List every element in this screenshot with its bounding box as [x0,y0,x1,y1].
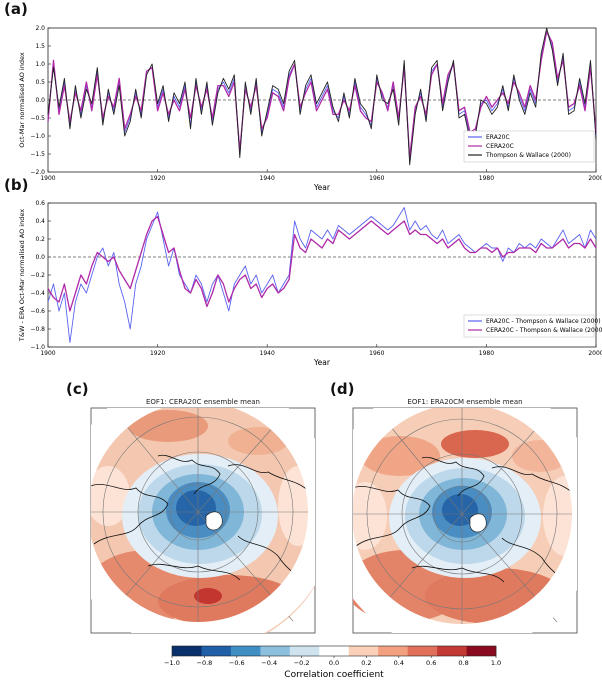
y-tick-label: 1.5 [35,43,45,50]
series-line [47,27,597,166]
y-tick-label: 2.0 [35,25,45,32]
x-tick-label: 2000 [588,175,602,182]
panel-label-a: (a) [4,0,28,18]
colorbar-segment [319,646,350,656]
y-tick-label: 0.4 [35,218,45,225]
y-tick-label: −1.0 [30,344,45,351]
y-tick-label: −2.0 [30,169,45,176]
colorbar-tick-label: 0.4 [394,659,404,667]
legend-label: ERA20C [486,134,510,141]
series-line [47,30,597,159]
y-tick-label: 1.0 [35,61,45,68]
y-tick-label: −1.0 [30,133,45,140]
y-tick-label: −0.5 [30,115,45,122]
colorbar-tick-label: 0.8 [458,659,468,667]
colorbar-segment [260,646,291,656]
x-tick-label: 1940 [260,175,275,182]
legend-label: CERA20C [486,143,514,150]
colorbar-tick-label: 0.2 [361,659,371,667]
colorbar-tick-label: 0.0 [329,659,339,667]
map-c: EOF1: CERA20C ensemble mean [90,398,316,634]
colorbar-label: Correlation coefficient [284,670,384,680]
x-tick-label: 1960 [369,175,384,182]
colorbar-tick-label: −0.4 [261,659,277,667]
map-c-field [91,408,315,633]
colorbar-tick-label: −1.0 [164,659,180,667]
x-tick-label: 1900 [40,350,55,357]
y-tick-label: −1.5 [30,151,45,158]
colorbar-segment [348,646,379,656]
series-line [47,207,597,343]
colorbar-segment [407,646,438,656]
y-tick-label: 0.6 [35,200,45,207]
legend-box [463,314,595,338]
y-tick-label: 0.0 [35,97,45,104]
colorbar-segment [201,646,232,656]
map-d-title: EOF1: ERA20CM ensemble mean [407,398,522,406]
colorbar-segment [172,646,202,656]
legend-box [463,130,595,163]
chart-a: −2.0 −1.5 −1.0 −0.5 0.0 0.5 1.0 1.5 2.0 1900 1920 1… [18,25,602,192]
map-d: EOF1: ERA20CM ensemble mean [352,398,578,634]
legend-label: CERA20C - Thompson & Wallace (2000) [486,327,602,334]
y-tick-label: 0.0 [35,254,45,261]
y-tick-label: −0.8 [30,326,45,333]
map-c-title: EOF1: CERA20C ensemble mean [146,398,260,406]
colorbar: −1.0 −0.8 −0.6 −0.4 −0.2 0.0 0.2 0.4 0.6 0.8 1.0 Co… [164,645,501,680]
colorbar-tick-label: 1.0 [491,659,501,667]
series-line [47,215,597,312]
y-tick-label: 0.2 [35,236,45,243]
map-d-greenland [469,513,487,533]
x-tick-label: 1920 [150,350,165,357]
colorbar-tick-label: 0.6 [426,659,436,667]
y-tick-label: −0.2 [30,272,45,279]
panel-label-b: (b) [4,176,29,194]
colorbar-segment [230,646,261,656]
panel-label-d: (d) [330,380,355,398]
colorbar-segment [378,646,408,656]
x-tick-label: 2000 [588,350,602,357]
x-axis-label: Year [313,183,331,192]
y-axis-label: T&W - ERA Oct-Mar normalised AO index [18,209,26,342]
x-tick-label: 1960 [369,350,384,357]
y-tick-label: −0.6 [30,308,45,315]
colorbar-tick-label: −0.8 [197,659,213,667]
colorbar-segment [289,646,320,656]
map-c-greenland [205,511,223,531]
chart-b: −1.0 −0.8 −0.6 −0.4 −0.2 0.0 0.2 0.4 0.6 1900 1920… [18,200,602,367]
panel-label-c: (c) [66,380,89,398]
y-axis-label: Oct-Mar normalised AO index [18,52,26,148]
x-tick-label: 1920 [150,175,165,182]
x-tick-label: 1980 [479,350,494,357]
y-tick-label: −0.4 [30,290,45,297]
colorbar-tick-label: −0.6 [229,659,245,667]
map-d-field [353,408,577,633]
x-tick-label: 1980 [479,175,494,182]
x-tick-label: 1940 [260,350,275,357]
legend-label: ERA20C - Thompson & Wallace (2000) [486,318,601,325]
y-tick-label: 0.5 [35,79,45,86]
colorbar-tick-label: −0.2 [294,659,310,667]
colorbar-segment [466,646,497,656]
x-axis-label: Year [313,358,331,367]
colorbar-segment [437,646,467,656]
legend-label: Thompson & Wallace (2000) [485,152,571,159]
x-tick-label: 1900 [40,175,55,182]
